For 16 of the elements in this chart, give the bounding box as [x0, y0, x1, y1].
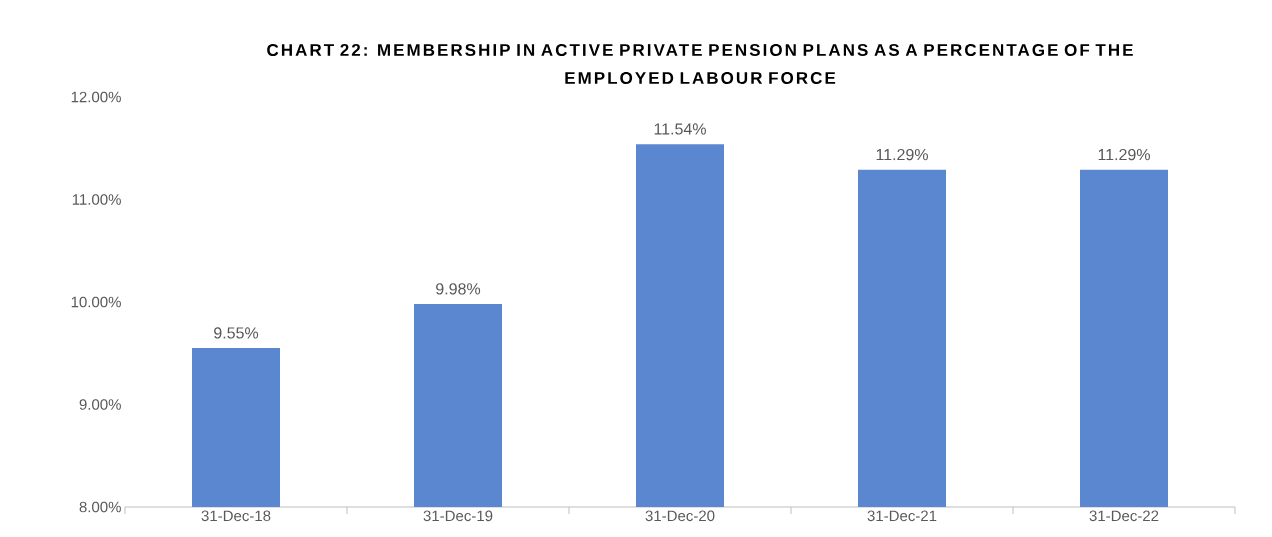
x-tick-label: 31-Dec-20: [645, 510, 715, 522]
y-tick-label: 11.00%: [72, 194, 121, 205]
y-tick-label: 9.00%: [79, 399, 121, 410]
data-label: 11.29%: [876, 148, 928, 161]
x-tick-label: 31-Dec-18: [201, 510, 271, 522]
y-tick-label: 8.00%: [79, 501, 121, 513]
data-label: 9.55%: [214, 327, 259, 339]
data-label: 11.54%: [654, 123, 706, 135]
data-label: 9.98%: [436, 283, 481, 295]
y-tick-label: 10.00%: [71, 296, 121, 308]
x-tick-label: 31-Dec-19: [423, 510, 493, 522]
y-tick-label: 12.00%: [71, 91, 121, 103]
x-tick-label: 31-Dec-22: [1089, 510, 1159, 522]
x-tick-label: 31-Dec-21: [867, 510, 937, 522]
chart-title: CHART 22: MEMBERSHIP IN ACTIVE PRIVATE PENSION PLANS AS A PERCENTAGE OF THE EMPLOYED LABOUR FORCE: [267, 43, 1133, 85]
data-label: 11.29%: [1098, 148, 1150, 161]
